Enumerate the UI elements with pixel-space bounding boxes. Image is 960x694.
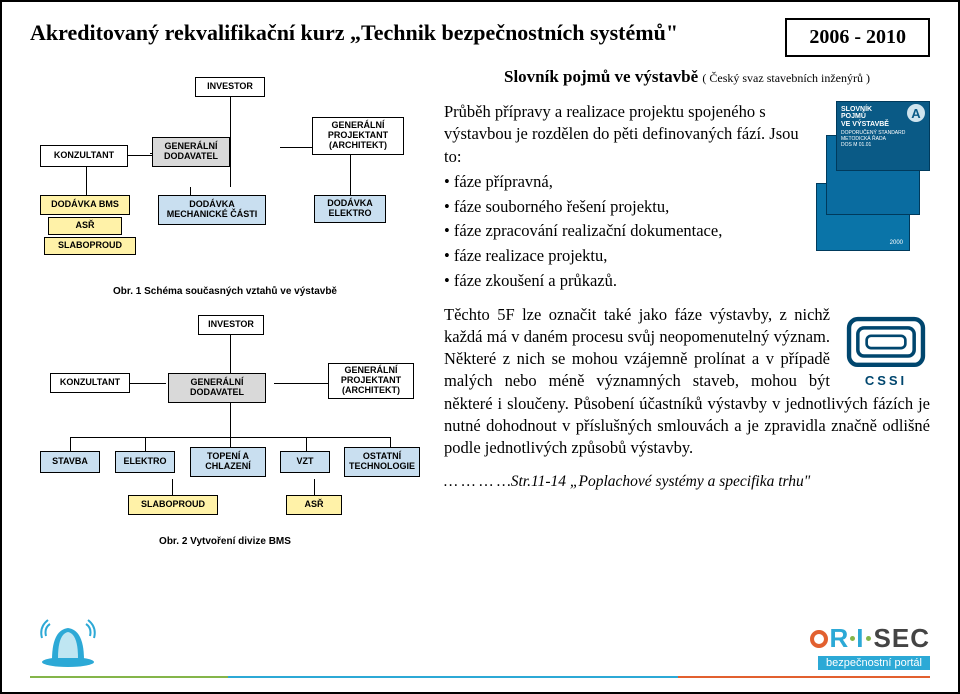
d2-gendod: GENERÁLNÍ DODAVATEL: [168, 373, 266, 403]
brand-dot1-icon: [850, 636, 855, 641]
header: Akreditovaný rekvalifikační kurz „Techni…: [30, 20, 930, 57]
d2-topeni: TOPENÍ A CHLAZENÍ: [190, 447, 266, 477]
d2-investor: INVESTOR: [198, 315, 264, 335]
d2-stavba: STAVBA: [40, 451, 100, 473]
right-column: Slovník pojmů ve výstavbě ( Český svaz s…: [444, 67, 930, 678]
alarm-icon: [38, 618, 98, 668]
cover-a-sub: DOPORUČENÝ STANDARD METODICKÁ ŘADA DOS M…: [841, 130, 925, 148]
d1-slabo: SLABOPROUD: [44, 237, 136, 255]
d1-konzultant: KONZULTANT: [40, 145, 128, 167]
d2-konzultant: KONZULTANT: [50, 373, 130, 393]
d2-slabo: SLABOPROUD: [128, 495, 218, 515]
d1-genproj: GENERÁLNÍ PROJEKTANT (ARCHITEKT): [312, 117, 404, 155]
intro-block: C 2000 B SLOVNÍK POJMŮ VE VÝSTAVBĚ DOPOR…: [444, 101, 930, 294]
list-item: fáze zkoušení a průkazů.: [444, 269, 930, 294]
subtitle-note: ( Český svaz stavebních inženýrů ): [702, 71, 870, 85]
citation: … … … …Str.11-14 „Poplachové systémy a s…: [444, 473, 930, 491]
subtitle-main: Slovník pojmů ve výstavbě: [504, 67, 698, 86]
d2-elektro: ELEKTRO: [115, 451, 175, 473]
cover-a-letter: A: [907, 104, 925, 122]
d2-caption: Obr. 2 Vytvoření divize BMS: [30, 536, 420, 547]
d1-caption: Obr. 1 Schéma současných vztahů ve výsta…: [30, 286, 420, 297]
cover-a-t3: VE VÝSTAVBĚ: [841, 121, 925, 128]
brand-r: R: [830, 623, 850, 654]
brand-i: I: [856, 623, 864, 654]
subtitle: Slovník pojmů ve výstavbě ( Český svaz s…: [444, 67, 930, 87]
orsec-logo: R I SEC bezpečnostní portál: [810, 623, 930, 670]
d1-gendod: GENERÁLNÍ DODAVATEL: [152, 137, 230, 167]
brand-sec: SEC: [874, 623, 930, 654]
d1-investor: INVESTOR: [195, 77, 265, 97]
year-box: 2006 - 2010: [785, 18, 930, 57]
cssi-logo: CSSI: [842, 310, 930, 388]
page-title: Akreditovaný rekvalifikační kurz „Techni…: [30, 20, 678, 46]
cover-a: SLOVNÍK POJMŮ VE VÝSTAVBĚ DOPORUČENÝ STA…: [836, 101, 930, 171]
d2-genproj: GENERÁLNÍ PROJEKTANT (ARCHITEKT): [328, 363, 414, 399]
d1-asr: ASŘ: [48, 217, 122, 235]
cover-c-year: 2000: [890, 240, 903, 246]
d2-vzt: VZT: [280, 451, 330, 473]
d1-bms: DODÁVKA BMS: [40, 195, 130, 215]
brand-o-icon: [810, 630, 828, 648]
left-column: KONZULTANT INVESTOR GENERÁLNÍ DODAVATEL …: [30, 67, 420, 678]
d2-asr: ASŘ: [286, 495, 342, 515]
main-content: KONZULTANT INVESTOR GENERÁLNÍ DODAVATEL …: [30, 67, 930, 678]
footer-rule: [30, 676, 930, 678]
brand: R I SEC: [810, 623, 930, 654]
cssi-label: CSSI: [842, 373, 930, 388]
d1-elektro: DODÁVKA ELEKTRO: [314, 195, 386, 223]
d1-mech: DODÁVKA MECHANICKÉ ČÁSTI: [158, 195, 266, 225]
diagram-2: KONZULTANT INVESTOR GENERÁLNÍ DODAVATEL …: [30, 307, 420, 547]
brand-tagline: bezpečnostní portál: [818, 656, 930, 670]
d2-ostatni: OSTATNÍ TECHNOLOGIE: [344, 447, 420, 477]
para2-block: CSSI Těchto 5F lze označit také jako fáz…: [444, 304, 930, 492]
brand-dot2-icon: [866, 636, 871, 641]
book-covers: C 2000 B SLOVNÍK POJMŮ VE VÝSTAVBĚ DOPOR…: [816, 101, 930, 251]
diagram-1: KONZULTANT INVESTOR GENERÁLNÍ DODAVATEL …: [30, 67, 420, 297]
